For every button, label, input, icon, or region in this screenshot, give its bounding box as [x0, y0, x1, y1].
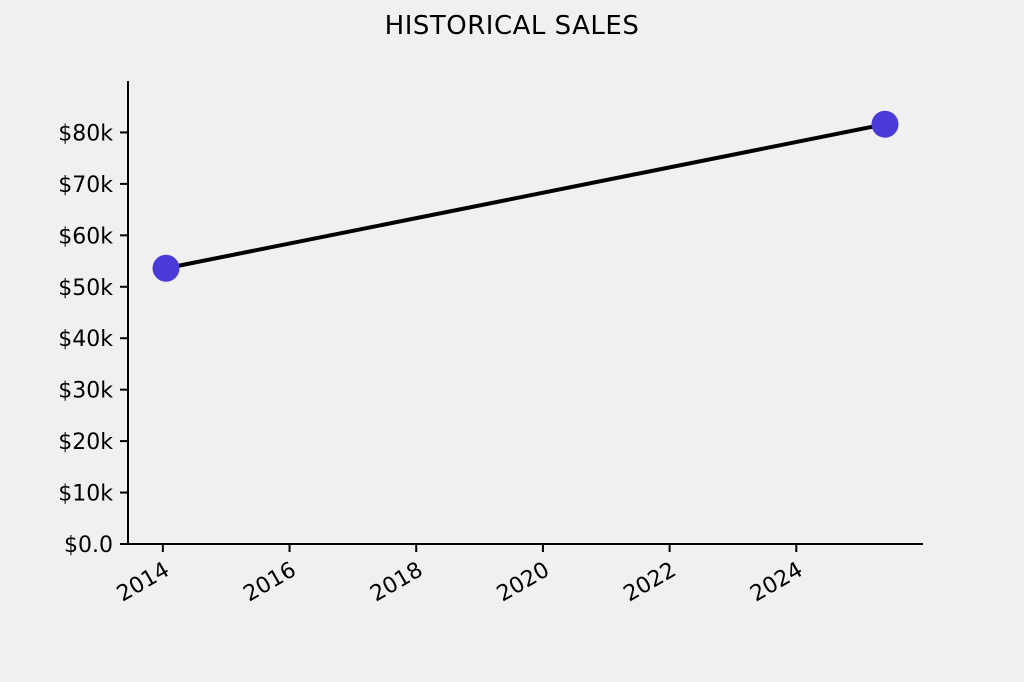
x-tick-label: 2016	[240, 558, 301, 608]
x-tick-label: 2014	[113, 558, 174, 608]
y-tick-label: $10k	[58, 482, 113, 507]
y-tick-label: $60k	[58, 224, 113, 249]
chart-title: HISTORICAL SALES	[384, 11, 640, 41]
x-tick-label: 2022	[620, 558, 681, 608]
x-tick-label: 2018	[366, 558, 427, 608]
sales-line	[164, 122, 887, 271]
data-point-marker	[871, 110, 899, 138]
y-tick-label: $0.0	[64, 533, 113, 558]
data-point-marker	[152, 254, 180, 282]
y-tick-label: $70k	[58, 173, 113, 198]
y-tick-label: $20k	[58, 430, 113, 455]
y-tick-label: $80k	[58, 121, 113, 146]
y-tick-label: $30k	[58, 379, 113, 404]
y-tick-label: $40k	[58, 327, 113, 352]
x-tick-label: 2020	[493, 558, 554, 608]
x-tick-label: 2024	[746, 558, 807, 608]
y-tick-label: $50k	[58, 276, 113, 301]
